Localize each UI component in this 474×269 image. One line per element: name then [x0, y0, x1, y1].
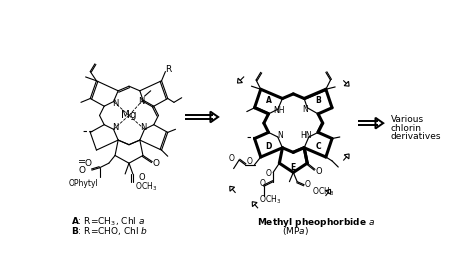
Text: $\mathbf{B}$: R=CHO, Chl $b$: $\mathbf{B}$: R=CHO, Chl $b$ — [71, 225, 148, 237]
Text: N: N — [277, 131, 283, 140]
Text: O: O — [139, 173, 146, 182]
Text: OPhytyl: OPhytyl — [68, 179, 98, 188]
Text: O: O — [316, 167, 322, 176]
Text: chlorin: chlorin — [391, 124, 422, 133]
Text: O: O — [153, 160, 160, 168]
Text: Mg: Mg — [121, 111, 137, 121]
Text: R: R — [164, 65, 171, 74]
Text: O: O — [260, 179, 265, 188]
Text: N: N — [112, 99, 118, 108]
Text: $\mathbf{A}$: R=CH$_3$, Chl $a$: $\mathbf{A}$: R=CH$_3$, Chl $a$ — [71, 215, 145, 228]
Text: (MP$\mathit{a}$): (MP$\mathit{a}$) — [283, 225, 310, 237]
Text: A: A — [265, 95, 272, 105]
Text: C: C — [315, 142, 321, 151]
Text: $\mathbf{Methyl\ pheophorbide}$ $\mathit{a}$: $\mathbf{Methyl\ pheophorbide}$ $\mathit… — [257, 215, 375, 229]
Text: NH: NH — [273, 106, 285, 115]
Text: OCH$_3$: OCH$_3$ — [312, 185, 334, 198]
Text: E: E — [291, 163, 296, 172]
Text: O: O — [228, 154, 235, 163]
Text: N: N — [302, 105, 308, 114]
Text: B: B — [315, 95, 321, 105]
Text: OCH$_3$: OCH$_3$ — [259, 194, 281, 206]
Text: derivatives: derivatives — [391, 132, 441, 141]
Text: HN: HN — [301, 131, 312, 140]
Text: O: O — [247, 157, 253, 166]
Text: O: O — [304, 180, 310, 189]
Text: OCH$_3$: OCH$_3$ — [135, 180, 157, 193]
Text: O: O — [266, 169, 272, 178]
Text: =: = — [78, 157, 87, 167]
Text: D: D — [265, 142, 272, 151]
Text: O: O — [79, 166, 86, 175]
Text: N: N — [138, 97, 145, 106]
Text: N: N — [112, 123, 118, 132]
Text: Various: Various — [391, 115, 424, 125]
Text: N: N — [140, 123, 146, 132]
Text: O: O — [84, 160, 91, 168]
